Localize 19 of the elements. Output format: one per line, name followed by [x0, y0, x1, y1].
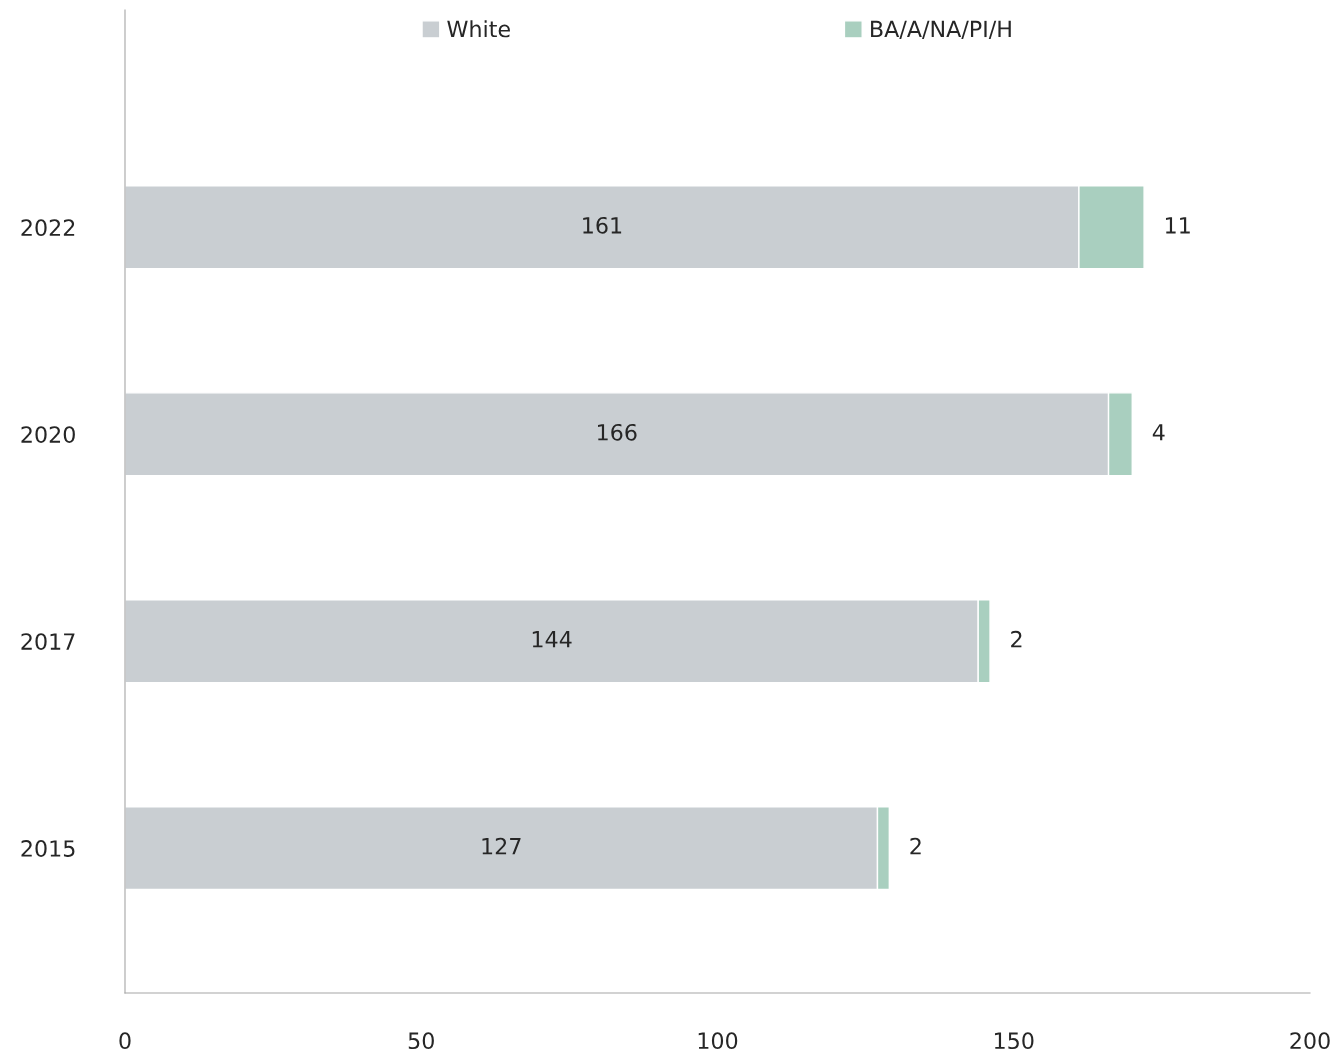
data-label: 11: [1165, 217, 1190, 234]
x-tick-label: 150: [994, 1032, 1034, 1050]
data-label: 127: [482, 837, 521, 855]
y-tick-label: 2020: [21, 426, 75, 443]
x-tick-label: 50: [408, 1032, 434, 1050]
data-label: 2: [1011, 630, 1022, 648]
y-tick-label: 2017: [21, 633, 75, 650]
x-tick-label: 0: [119, 1032, 131, 1050]
x-tick-label: 200: [1290, 1032, 1330, 1050]
legend-label: White: [447, 20, 510, 38]
y-tick-label: 2015: [21, 840, 75, 857]
y-tick-label: 2022: [21, 219, 75, 237]
data-label: 2: [910, 837, 921, 855]
data-label: 4: [1152, 424, 1165, 441]
data-label: 166: [598, 423, 637, 441]
data-label: 161: [583, 216, 622, 234]
x-tick-label: 100: [698, 1032, 738, 1050]
data-label: 144: [532, 631, 572, 648]
legend-label: BA/A/NA/PI/H: [871, 20, 1011, 40]
